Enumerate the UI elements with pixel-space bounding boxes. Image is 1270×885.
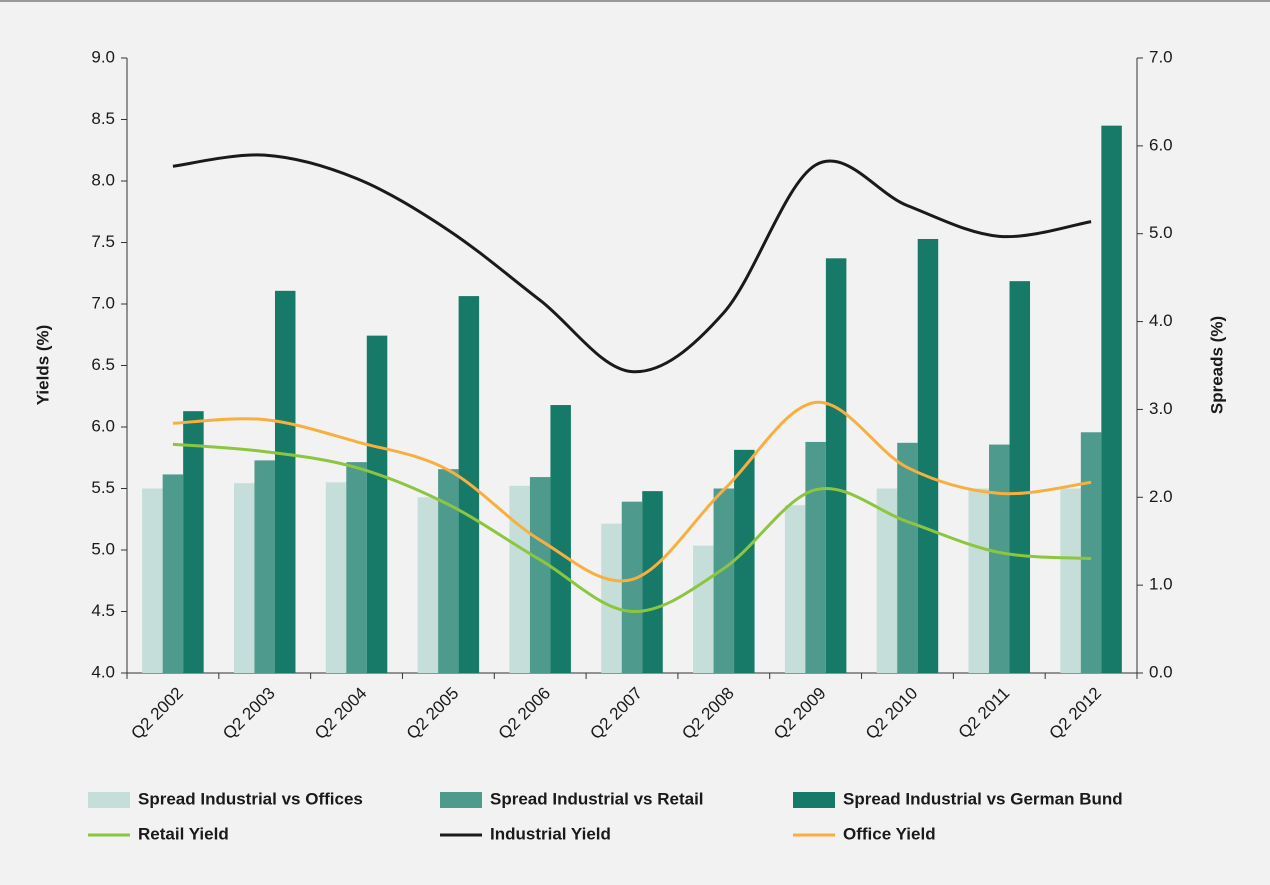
line — [172, 400, 1092, 583]
legend-swatch — [793, 792, 835, 808]
bar — [713, 488, 735, 673]
y-tick-label: 8.0 — [91, 170, 115, 189]
y-tick-label: 7.0 — [91, 293, 115, 312]
x-tick-label: Q2 2007 — [586, 684, 646, 744]
x-tick-label: Q2 2010 — [862, 684, 922, 744]
bar — [183, 411, 204, 673]
x-tick-label: Q2 2004 — [311, 684, 371, 744]
bar — [784, 505, 806, 673]
y2-tick-label: 3.0 — [1149, 399, 1173, 418]
bar — [438, 469, 459, 673]
bar — [274, 290, 296, 673]
legend-label: Spread Industrial vs Retail — [490, 789, 704, 808]
y2-tick-label: 7.0 — [1149, 47, 1173, 66]
bar — [825, 258, 847, 673]
y-tick-label: 4.0 — [91, 662, 115, 681]
legend-swatch — [440, 792, 482, 808]
bar — [550, 405, 571, 673]
y-tick-label: 6.0 — [91, 416, 115, 435]
legend-swatch — [88, 792, 130, 808]
legend-label: Spread Industrial vs Offices — [138, 789, 363, 808]
x-tick-label: Q2 2008 — [678, 684, 738, 744]
y2-axis-label: Spreads (%) — [1207, 316, 1226, 414]
bar — [989, 444, 1010, 673]
bar — [805, 441, 826, 673]
bar — [642, 491, 663, 673]
y-tick-label: 5.5 — [91, 478, 115, 497]
bar — [254, 460, 275, 673]
y2-tick-label: 6.0 — [1149, 135, 1173, 154]
bar — [917, 238, 939, 673]
y2-tick-label: 0.0 — [1149, 662, 1173, 681]
y2-tick-label: 2.0 — [1149, 487, 1173, 506]
bar — [162, 474, 184, 673]
bar — [897, 442, 918, 673]
bar — [366, 335, 388, 673]
bar — [1060, 488, 1081, 673]
bar — [621, 501, 643, 673]
bar — [734, 449, 755, 673]
legend-label: Industrial Yield — [490, 824, 611, 843]
x-tick-label: Q2 2003 — [219, 684, 279, 744]
x-tick-label: Q2 2009 — [770, 684, 830, 744]
legend-label: Retail Yield — [138, 824, 229, 843]
y-tick-label: 5.0 — [91, 539, 115, 558]
y-tick-label: 9.0 — [91, 47, 115, 66]
line — [172, 153, 1092, 374]
bar — [529, 477, 551, 673]
legend-label: Spread Industrial vs German Bund — [843, 789, 1123, 808]
x-tick-label: Q2 2002 — [127, 684, 187, 744]
y-tick-label: 4.5 — [91, 601, 115, 620]
y-tick-label: 7.5 — [91, 232, 115, 251]
y-axis-label: Yields (%) — [33, 325, 52, 406]
y-tick-label: 6.5 — [91, 355, 115, 374]
line — [172, 442, 1092, 614]
bar — [1009, 281, 1031, 673]
y2-tick-label: 4.0 — [1149, 311, 1173, 330]
bar — [1080, 432, 1102, 673]
legend-label: Office Yield — [843, 824, 936, 843]
bar — [142, 488, 163, 673]
bar — [346, 462, 367, 673]
x-tick-label: Q2 2011 — [955, 684, 1014, 743]
bar — [509, 485, 530, 673]
bar — [693, 545, 714, 673]
x-tick-label: Q2 2006 — [495, 684, 555, 744]
x-tick-label: Q2 2005 — [403, 684, 463, 744]
bar — [233, 483, 255, 673]
y2-tick-label: 5.0 — [1149, 223, 1173, 242]
bar — [601, 523, 622, 673]
bar — [968, 488, 990, 673]
x-tick-label: Q2 2012 — [1046, 684, 1106, 744]
bar — [417, 497, 439, 673]
bar — [1101, 125, 1122, 673]
y2-tick-label: 1.0 — [1149, 575, 1173, 594]
bar — [876, 488, 898, 673]
bar — [325, 482, 347, 673]
y-tick-label: 8.5 — [91, 109, 115, 128]
